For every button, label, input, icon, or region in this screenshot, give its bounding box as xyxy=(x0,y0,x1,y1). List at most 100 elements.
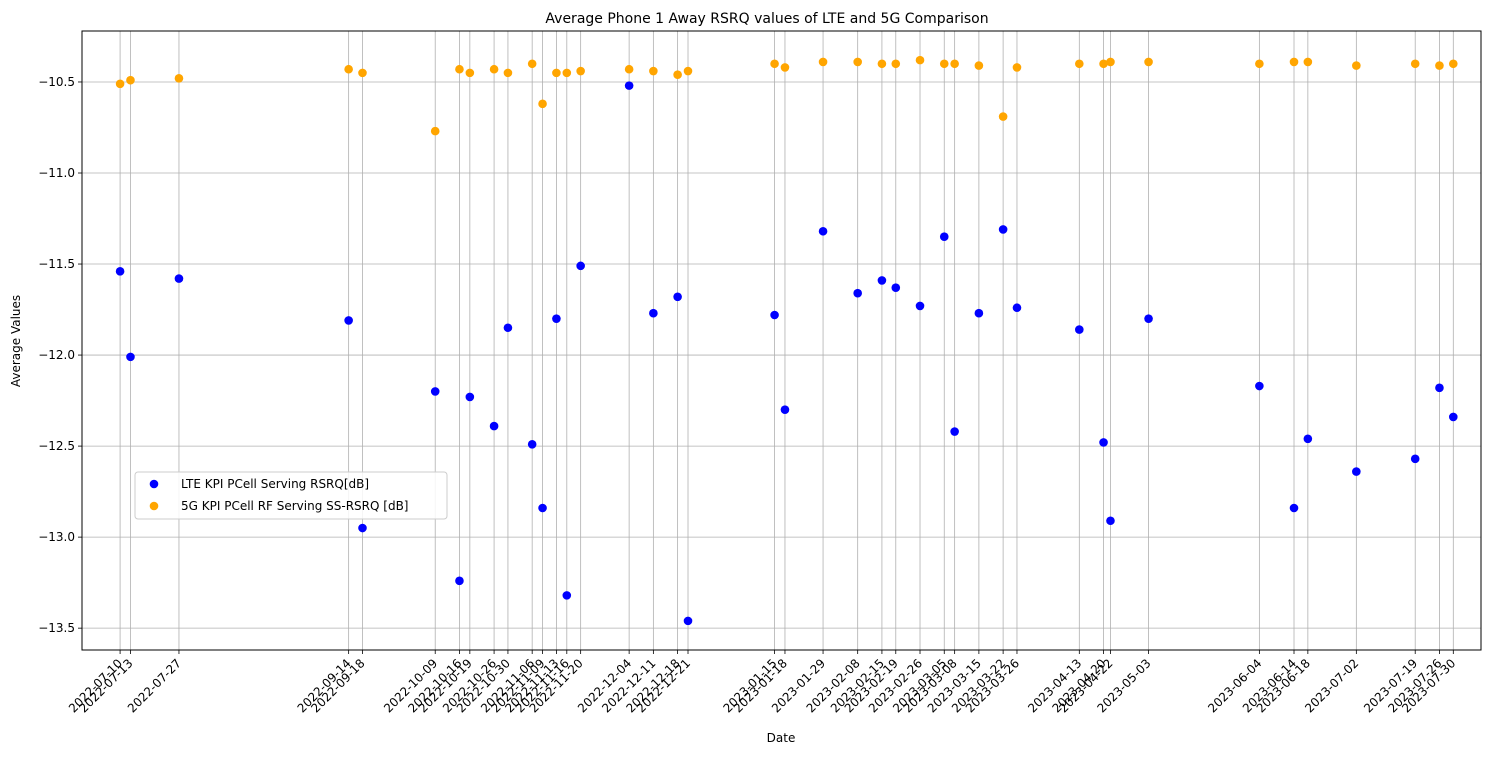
lte-rsrq-point xyxy=(853,288,862,298)
lte-rsrq-point xyxy=(562,591,572,600)
grid-layer xyxy=(82,31,1481,650)
nr-ss-rsrq-point xyxy=(1289,57,1299,67)
lte-rsrq-point xyxy=(1410,454,1420,464)
nr-ss-rsrq-point xyxy=(939,59,949,69)
nr-ss-rsrq-point xyxy=(115,79,125,89)
lte-rsrq-point xyxy=(1099,438,1108,447)
lte-rsrq-point xyxy=(939,232,949,242)
lte-rsrq-point xyxy=(624,81,634,90)
nr-ss-rsrq-point xyxy=(877,59,887,69)
lte-rsrq-point xyxy=(430,387,440,396)
lte-rsrq-point xyxy=(115,267,125,276)
y-tick-label: −11.5 xyxy=(38,257,75,271)
nr-ss-rsrq-point xyxy=(950,59,959,69)
legend-label: 5G KPI PCell RF Serving SS-RSRQ [dB] xyxy=(181,499,408,513)
nr-ss-rsrq-point xyxy=(489,64,499,74)
y-tick-label: −11.0 xyxy=(38,166,75,180)
nr-ss-rsrq-point xyxy=(503,68,513,78)
plot-frame xyxy=(81,30,1482,651)
lte-rsrq-point xyxy=(538,503,547,513)
lte-rsrq-point xyxy=(1012,303,1022,313)
nr-ss-rsrq-point xyxy=(538,99,547,109)
nr-ss-rsrq-point xyxy=(683,66,693,76)
lte-rsrq-point xyxy=(1106,516,1115,526)
nr-ss-rsrq-point xyxy=(1448,59,1458,69)
lte-rsrq-point xyxy=(683,616,693,626)
nr-ss-rsrq-point xyxy=(344,64,353,74)
nr-ss-rsrq-point xyxy=(1435,61,1444,70)
nr-ss-rsrq-point xyxy=(1255,59,1264,69)
nr-ss-rsrq-point xyxy=(624,64,634,74)
lte-rsrq-point xyxy=(1435,383,1444,393)
ticks-layer: −10.5−11.0−11.5−12.0−12.5−13.0−13.52022-… xyxy=(38,75,1458,715)
lte-rsrq-point xyxy=(1448,412,1458,422)
y-tick-label: −12.0 xyxy=(38,348,75,362)
nr-ss-rsrq-point xyxy=(552,68,561,78)
nr-ss-rsrq-point xyxy=(1075,59,1084,69)
lte-rsrq-point xyxy=(780,405,790,414)
lte-rsrq-point xyxy=(527,439,537,449)
nr-ss-rsrq-point xyxy=(818,57,828,67)
nr-ss-rsrq-point xyxy=(770,59,779,69)
lte-rsrq-point xyxy=(974,308,984,318)
y-tick-label: −10.5 xyxy=(38,75,75,89)
lte-rsrq-point xyxy=(818,226,828,236)
y-axis-label: Average Values xyxy=(9,295,23,387)
lte-rsrq-point xyxy=(344,316,353,325)
y-tick-label: −13.0 xyxy=(38,530,75,544)
nr-ss-rsrq-point xyxy=(174,74,184,83)
nr-ss-rsrq-point xyxy=(853,57,862,67)
lte-rsrq-point xyxy=(576,261,585,271)
nr-ss-rsrq-point xyxy=(1410,59,1420,69)
nr-ss-rsrq-point xyxy=(1303,57,1313,67)
nr-ss-rsrq-point xyxy=(1144,57,1153,67)
lte-rsrq-point xyxy=(126,352,135,362)
lte-rsrq-point xyxy=(877,276,887,285)
lte-rsrq-point xyxy=(455,576,464,586)
lte-rsrq-point xyxy=(950,427,959,436)
lte-rsrq-point xyxy=(552,314,561,323)
lte-rsrq-point xyxy=(465,392,475,402)
nr-ss-rsrq-point xyxy=(465,68,475,78)
lte-rsrq-point xyxy=(770,310,779,320)
nr-ss-rsrq-point xyxy=(780,63,790,72)
nr-ss-rsrq-point xyxy=(1352,61,1361,70)
nr-ss-rsrq-point xyxy=(527,59,537,69)
nr-ss-rsrq-point xyxy=(998,112,1008,121)
points-layer xyxy=(115,55,1458,626)
legend-box xyxy=(134,471,448,520)
legend: LTE KPI PCell Serving RSRQ[dB] 5G KPI PCe… xyxy=(134,471,448,520)
y-tick-label: −13.5 xyxy=(38,621,75,635)
legend-marker xyxy=(149,501,159,511)
nr-ss-rsrq-point xyxy=(673,70,682,79)
nr-ss-rsrq-point xyxy=(891,59,901,69)
nr-ss-rsrq-point xyxy=(455,64,464,74)
lte-rsrq-point xyxy=(1352,467,1361,476)
nr-ss-rsrq-point xyxy=(974,61,984,70)
lte-rsrq-point xyxy=(998,225,1008,234)
lte-rsrq-point xyxy=(915,301,925,311)
lte-rsrq-point xyxy=(503,323,513,333)
lte-rsrq-point xyxy=(1303,434,1313,444)
lte-rsrq-point xyxy=(489,421,499,431)
lte-rsrq-point xyxy=(1075,325,1084,334)
nr-ss-rsrq-point xyxy=(915,55,925,65)
chart-title: Average Phone 1 Away RSRQ values of LTE … xyxy=(545,11,988,27)
legend-marker xyxy=(149,479,159,489)
lte-rsrq-point xyxy=(1255,381,1264,391)
legend-label: LTE KPI PCell Serving RSRQ[dB] xyxy=(181,477,369,491)
lte-rsrq-point xyxy=(1289,503,1299,513)
nr-ss-rsrq-point xyxy=(126,75,135,85)
nr-ss-rsrq-point xyxy=(576,66,585,76)
lte-rsrq-point xyxy=(649,308,658,318)
nr-ss-rsrq-point xyxy=(1099,59,1108,69)
lte-rsrq-point xyxy=(174,274,184,283)
nr-ss-rsrq-point xyxy=(1012,63,1022,72)
lte-rsrq-point xyxy=(673,292,682,302)
lte-rsrq-point xyxy=(358,523,367,533)
nr-ss-rsrq-point xyxy=(649,66,658,76)
nr-ss-rsrq-point xyxy=(358,68,367,78)
lte-rsrq-point xyxy=(891,283,901,293)
